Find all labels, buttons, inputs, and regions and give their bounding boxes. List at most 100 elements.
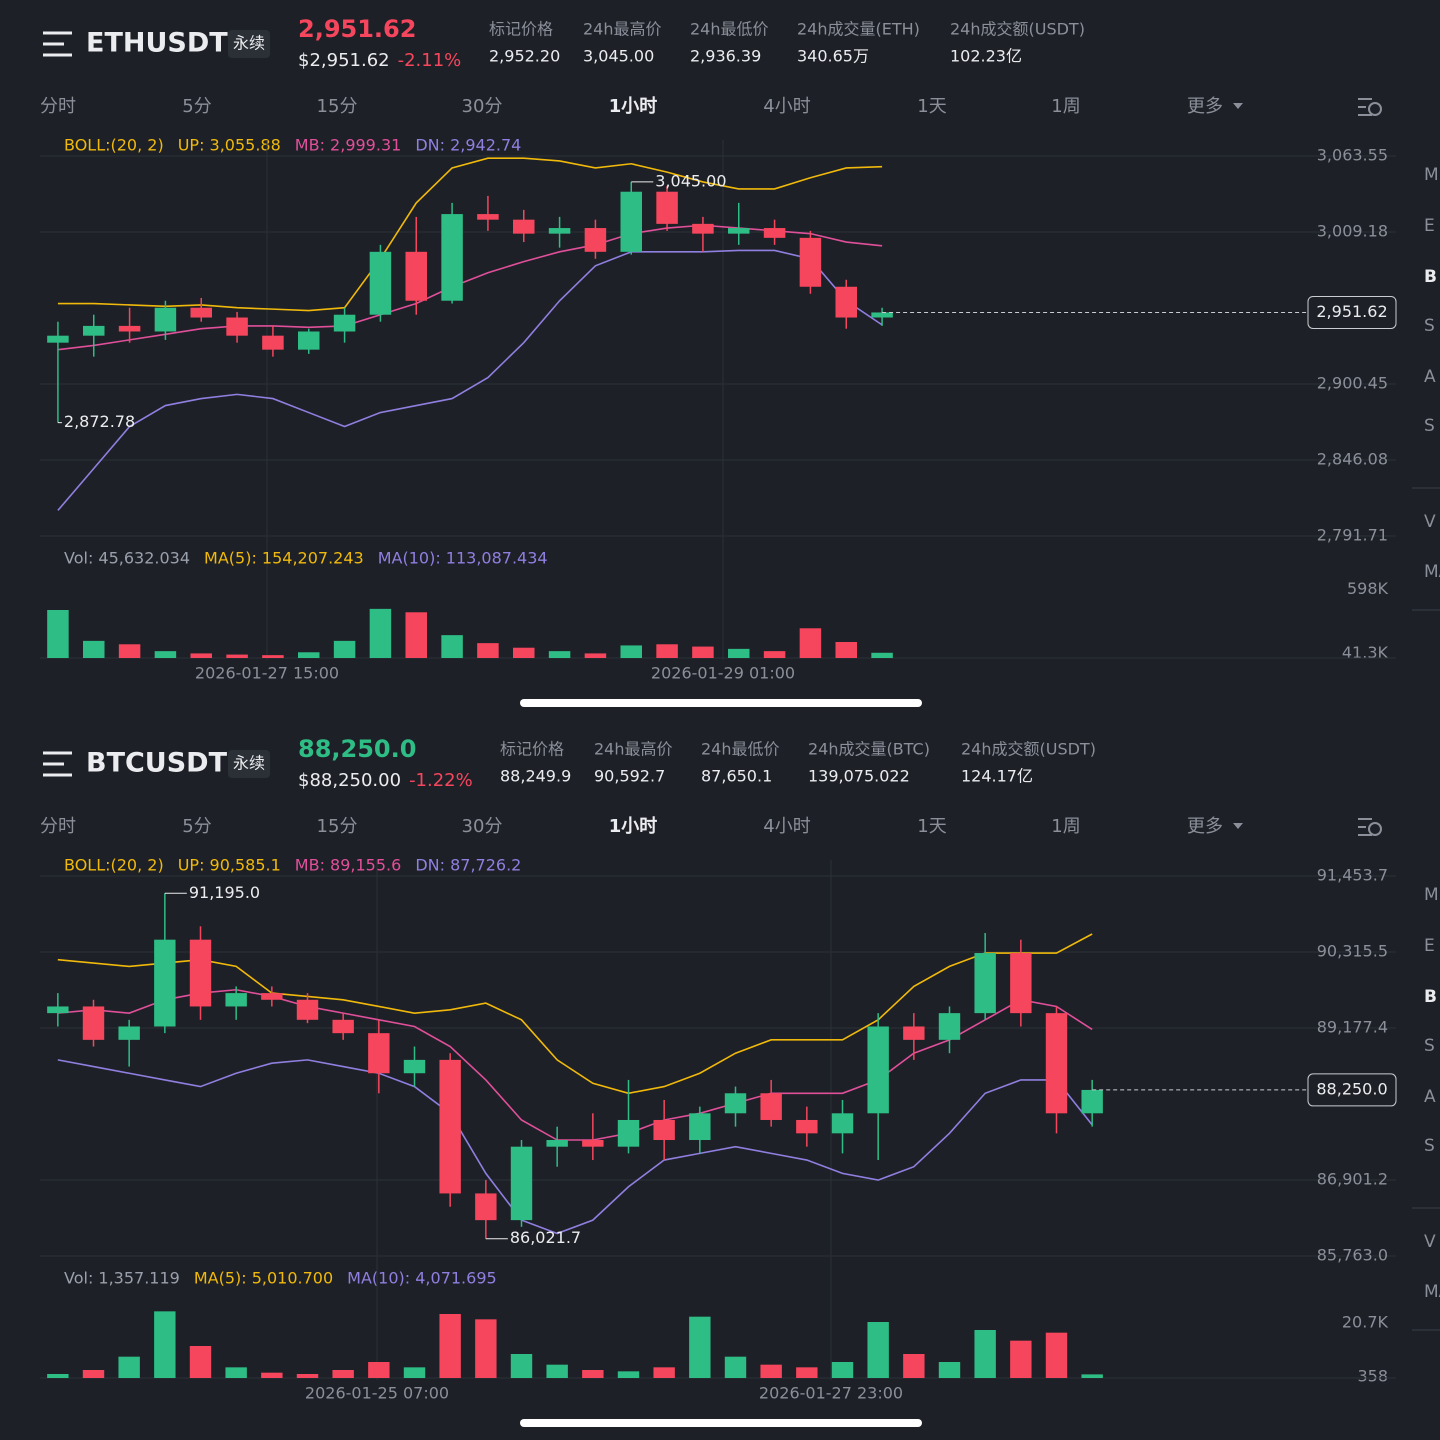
candle-body (225, 993, 247, 1007)
candle-body (974, 953, 996, 1014)
last-price-label: 2,951.62 (1316, 302, 1387, 321)
volume-bar (763, 651, 786, 658)
settings-icon[interactable] (1358, 818, 1372, 836)
boll-line (57, 933, 1093, 1095)
timeframe-tab[interactable]: 1小时 (609, 96, 658, 117)
timeframe-tab[interactable]: 15分 (317, 816, 358, 837)
stat-value: 102.23亿 (950, 47, 1022, 66)
timeframe-tab[interactable]: 30分 (462, 96, 503, 117)
timeframe-tab[interactable]: 1天 (917, 816, 946, 837)
stat-value: 124.17亿 (961, 767, 1033, 786)
time-label: 2026-01-25 07:00 (305, 1384, 449, 1403)
price: 88,250.0 (298, 735, 416, 763)
stat-label: 标记价格 (500, 740, 564, 759)
candle-body (903, 1026, 925, 1040)
stat-value: 3,045.00 (583, 47, 654, 66)
y-tick-label: 2,791.71 (1317, 525, 1388, 544)
candle-body (548, 228, 571, 234)
candle-body (582, 1140, 604, 1147)
volume-bar (548, 651, 571, 658)
volume-bar (689, 1316, 711, 1378)
candle-body (296, 999, 319, 1020)
candle-body (546, 1140, 568, 1147)
candle-body (867, 1026, 889, 1114)
volume-bar (190, 653, 212, 658)
candle-body (584, 228, 607, 252)
settings-icon[interactable] (1368, 102, 1382, 116)
timeframe-tab[interactable]: 分时 (40, 816, 76, 837)
candle-body (689, 1113, 711, 1141)
candle-body (261, 993, 283, 1000)
stat-value: 87,650.1 (701, 767, 772, 786)
stat-label: 24h最高价 (583, 20, 662, 39)
volume-tick-label: 20.7K (1342, 1312, 1389, 1331)
volume-bar (333, 640, 356, 658)
volume-legend: MA(10): 113,087.434 (378, 549, 548, 568)
high-label: 3,045.00 (655, 171, 726, 190)
candle-body (1045, 1013, 1068, 1114)
volume-bar (831, 1362, 854, 1378)
volume-bar (867, 1322, 889, 1378)
sidebar-text: S (1424, 316, 1435, 336)
boll-legend: UP: 3,055.88 (178, 136, 281, 155)
contract-badge (228, 30, 270, 58)
timeframe-tab[interactable]: 30分 (462, 816, 503, 837)
volume-tick-label: 358 (1357, 1367, 1388, 1386)
change: -2.11% (398, 50, 462, 71)
timeframe-tab[interactable]: 更多 (1187, 96, 1223, 117)
timeframe-tab[interactable]: 4小时 (763, 96, 810, 117)
timeframe-tab[interactable]: 更多 (1187, 816, 1223, 837)
candle-body (332, 1019, 354, 1034)
candle-body (938, 1013, 961, 1040)
candle-body (262, 335, 284, 350)
sidebar-text: M (1424, 165, 1439, 185)
settings-icon[interactable] (1358, 98, 1372, 116)
candle-body (728, 228, 750, 234)
candle-body (226, 317, 248, 336)
symbol[interactable]: ETHUSDT (86, 28, 228, 59)
timeframe-tab[interactable]: 5分 (182, 96, 211, 117)
volume-tick-label: 41.3K (1342, 643, 1389, 662)
candle-body (620, 191, 642, 252)
volume-bar (1010, 1340, 1032, 1378)
timeframe-tab[interactable]: 4小时 (763, 816, 810, 837)
contract-badge (228, 750, 270, 778)
candle-body (118, 325, 141, 332)
boll-line (57, 249, 883, 511)
symbol[interactable]: BTCUSDT (86, 748, 228, 779)
timeframe-tab[interactable]: 1天 (917, 96, 946, 117)
timeframe-tab[interactable]: 分时 (40, 96, 76, 117)
timeframe-tab[interactable]: 1小时 (609, 816, 658, 837)
volume-legend: MA(5): 5,010.700 (194, 1269, 333, 1288)
candle-body (118, 1026, 140, 1040)
contract: 永续 (233, 754, 265, 773)
candle-body (441, 214, 463, 301)
timeframe-tab[interactable]: 1周 (1051, 816, 1080, 837)
candle-body (477, 214, 499, 220)
stat-label: 标记价格 (489, 20, 553, 39)
timeframe-tab[interactable]: 1周 (1051, 96, 1080, 117)
volume-bar (653, 1367, 675, 1378)
timeframe-tab[interactable]: 15分 (317, 96, 358, 117)
volume-bar (332, 1370, 354, 1378)
volume-bar (724, 1356, 747, 1378)
boll-line (57, 988, 1093, 1141)
candle-body (692, 223, 714, 234)
volume-bar (1081, 1374, 1103, 1378)
last-price-box (1307, 1073, 1397, 1107)
settings-icon[interactable] (1368, 822, 1382, 836)
more-arrow (1233, 823, 1243, 829)
volume-bar (296, 1374, 319, 1378)
stat-label: 24h成交量(BTC) (808, 740, 930, 759)
stat-value: 90,592.7 (594, 767, 665, 786)
y-tick-label: 89,177.4 (1317, 1018, 1388, 1037)
volume-bar (47, 1374, 69, 1378)
candle-body (1081, 1089, 1103, 1114)
volume-tick-label: 598K (1347, 579, 1389, 598)
candle-body (831, 1113, 854, 1134)
timeframe-tab[interactable]: 5分 (182, 816, 211, 837)
candle-body (760, 1093, 782, 1120)
boll-line (57, 1059, 1093, 1235)
volume-bar (938, 1362, 961, 1378)
